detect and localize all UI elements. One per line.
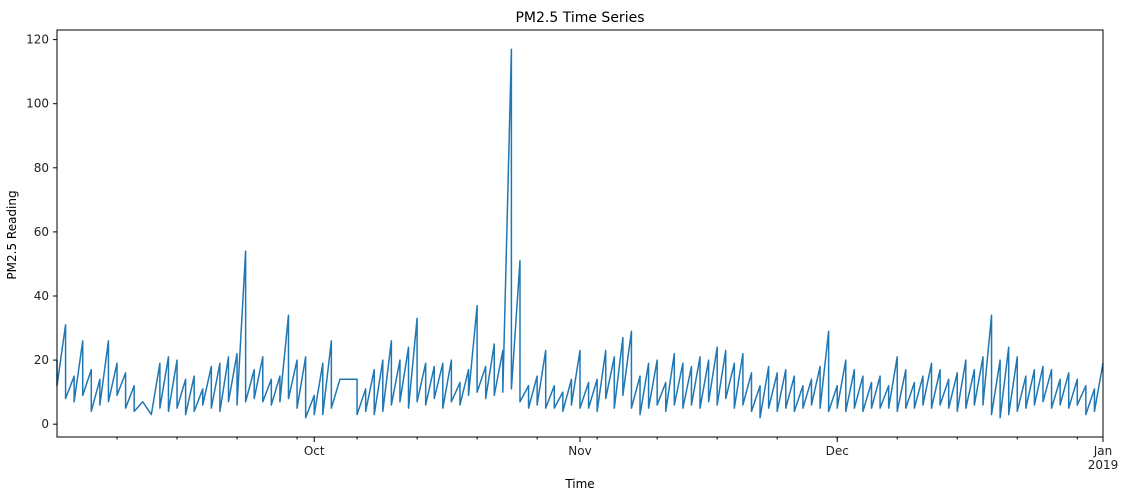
y-axis-label: PM2.5 Reading: [5, 190, 19, 279]
y-tick-label: 80: [34, 161, 49, 175]
y-tick-label: 20: [34, 353, 49, 367]
x-tick-label: Nov: [568, 444, 591, 458]
y-tick-label: 60: [34, 225, 49, 239]
x-tick-label: Oct: [304, 444, 325, 458]
x-axis-label: Time: [564, 477, 594, 491]
x-tick-label: Dec: [826, 444, 849, 458]
y-tick-label: 120: [26, 33, 49, 47]
y-tick-label: 100: [26, 97, 49, 111]
chart-title: PM2.5 Time Series: [515, 10, 644, 26]
y-tick-label: 40: [34, 289, 49, 303]
x-tick-label-year: 2019: [1088, 458, 1119, 472]
y-tick-label: 0: [41, 417, 49, 431]
series-line-0: [56, 48, 1104, 419]
x-tick-label: Jan: [1093, 444, 1113, 458]
